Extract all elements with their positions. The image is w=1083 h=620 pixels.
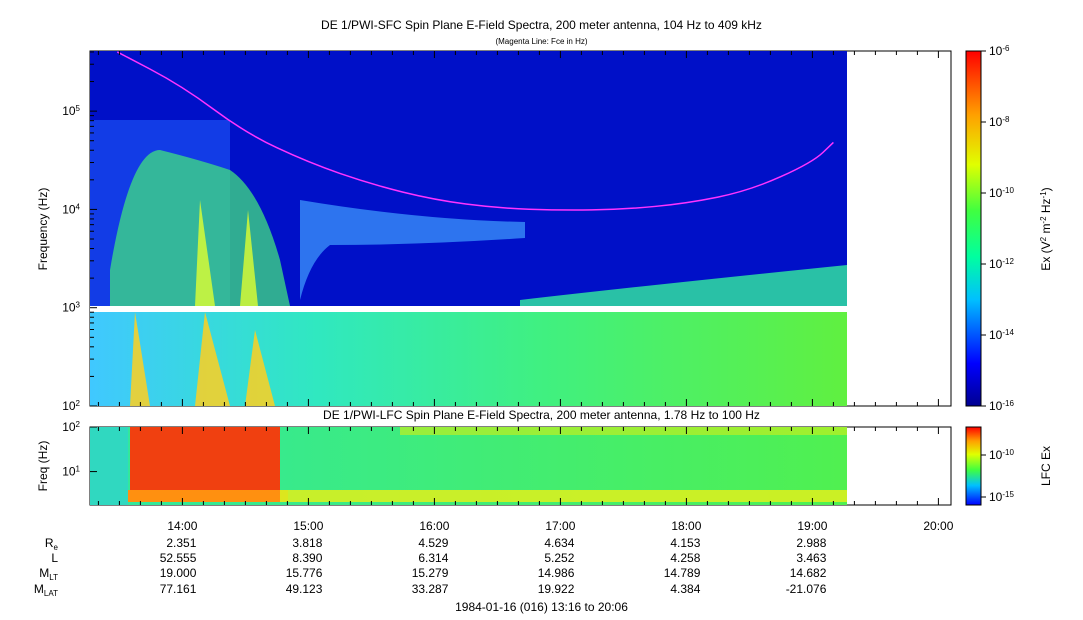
ephemeris-cell: 5.252 — [544, 551, 575, 565]
ephemeris-cell: 3.463 — [796, 551, 827, 565]
x-axis: 14:00 15:00 16:00 17:00 18:00 19:00 20:00 — [97, 51, 954, 533]
ephemeris-row-label-sub: LAT — [43, 589, 58, 598]
lfc-colorbar-label: LFC Ex — [1039, 446, 1053, 486]
ephemeris-cell: 4.529 — [418, 536, 449, 550]
sfc-data-gap — [90, 306, 847, 312]
lfc-colorbar-ticks: 10-10 10-15 — [981, 448, 1014, 505]
ephemeris-cell: 15.279 — [411, 566, 449, 580]
sfc-colorbar-tick-label: 10-6 — [989, 44, 1010, 59]
ephemeris-cell: 2.351 — [166, 536, 197, 550]
ephemeris-row-label: MLT — [39, 566, 58, 582]
sfc-y-tick-label: 102 — [62, 399, 80, 414]
sfc-fce-line — [116, 51, 834, 211]
sfc-colorbar-label: Ex (V2 m-2 Hz-1) — [1039, 187, 1054, 270]
x-tick-label: 15:00 — [293, 519, 323, 533]
sfc-lower-hot — [130, 312, 275, 406]
x-tick-label: 17:00 — [545, 519, 575, 533]
sfc-y-label: Frequency (Hz) — [36, 188, 50, 271]
x-tick-label: 14:00 — [167, 519, 197, 533]
sfc-colorbar-tick-label: 10-12 — [989, 257, 1014, 272]
sfc-colorbar-gradient — [965, 50, 982, 407]
lfc-panel: 101 102 Freq (Hz) — [36, 420, 952, 506]
ephemeris-cell: 4.258 — [670, 551, 701, 565]
sfc-y-tick-label: 104 — [62, 202, 80, 217]
sfc-panel: 102 103 104 105 Frequency (Hz) — [36, 50, 952, 414]
x-tick-label: 16:00 — [419, 519, 449, 533]
lfc-y-tick-label: 102 — [62, 420, 80, 435]
lfc-red-block — [130, 427, 280, 502]
ephemeris-cell: 33.287 — [411, 582, 449, 596]
lfc-title: DE 1/PWI-LFC Spin Plane E-Field Spectra,… — [323, 408, 760, 422]
ephemeris-cell: 4.153 — [670, 536, 701, 550]
lfc-colorbar-tick-label: 10-10 — [989, 448, 1014, 463]
ephemeris-row-label: Re — [44, 536, 58, 552]
ephemeris-cell: 49.123 — [285, 582, 323, 596]
sfc-subtitle: (Magenta Line: Fce in Hz) — [495, 37, 588, 46]
lfc-colorbar: 10-10 10-15 LFC Ex — [965, 426, 1053, 506]
ephemeris-cell: 15.776 — [285, 566, 323, 580]
sfc-hot-streaks — [195, 200, 258, 306]
sfc-colorbar-tick-label: 10-8 — [989, 115, 1010, 130]
lfc-y-tick-label: 101 — [62, 464, 80, 479]
ephemeris-cell: 8.390 — [292, 551, 323, 565]
sfc-rising-band — [520, 265, 847, 306]
x-tick-label: 18:00 — [671, 519, 701, 533]
sfc-y-tick-label: 103 — [62, 300, 80, 315]
ephemeris-cell: 2.988 — [796, 536, 827, 550]
x-tick-label: 20:00 — [923, 519, 953, 533]
ephemeris-cell: -21.076 — [785, 582, 827, 596]
sfc-hiss-band — [300, 200, 525, 300]
ephemeris-row-label-sub: LT — [49, 573, 58, 582]
sfc-colorbar-tick-label: 10-14 — [989, 328, 1014, 343]
x-tick-label: 19:00 — [797, 519, 827, 533]
lfc-colorbar-gradient — [965, 426, 982, 506]
sfc-title: DE 1/PWI-SFC Spin Plane E-Field Spectra,… — [321, 18, 762, 32]
ephemeris-cell: 14.682 — [789, 566, 827, 580]
sfc-colorbar: 10-6 10-8 10-10 10-12 10-14 10-16 Ex (V2 m-2 … — [965, 44, 1054, 414]
ephemeris-cell: 19.000 — [159, 566, 197, 580]
ephemeris-cell: 4.634 — [544, 536, 575, 550]
ephemeris-row-label: L — [51, 551, 58, 565]
time-range-footer: 1984-01-16 (016) 13:16 to 20:06 — [455, 600, 628, 614]
lfc-colorbar-tick-label: 10-15 — [989, 490, 1014, 505]
sfc-colorbar-tick-label: 10-10 — [989, 186, 1014, 201]
ephemeris-cell: 3.818 — [292, 536, 323, 550]
sfc-y-tick-label: 105 — [62, 104, 80, 119]
ephemeris-row-label: MLAT — [33, 582, 58, 598]
lfc-y-label: Freq (Hz) — [36, 441, 50, 492]
ephemeris-cell: 4.384 — [670, 582, 701, 596]
ephemeris-cell: 52.555 — [159, 551, 197, 565]
sfc-colorbar-ticks: 10-6 10-8 10-10 10-12 10-14 10-16 — [981, 44, 1014, 414]
lfc-edge-band — [90, 427, 128, 505]
lfc-orange-edge — [128, 490, 288, 502]
ephemeris-cell: 19.922 — [537, 582, 575, 596]
ephemeris-cell: 14.986 — [537, 566, 575, 580]
ephemeris-cell: 77.161 — [159, 582, 197, 596]
ephemeris-cell: 14.789 — [663, 566, 701, 580]
lfc-low-freq-band — [280, 490, 847, 502]
ephemeris-row-label-sub: e — [53, 543, 58, 552]
ephemeris-cell: 6.314 — [418, 551, 449, 565]
sfc-colorbar-tick-label: 10-16 — [989, 399, 1014, 414]
